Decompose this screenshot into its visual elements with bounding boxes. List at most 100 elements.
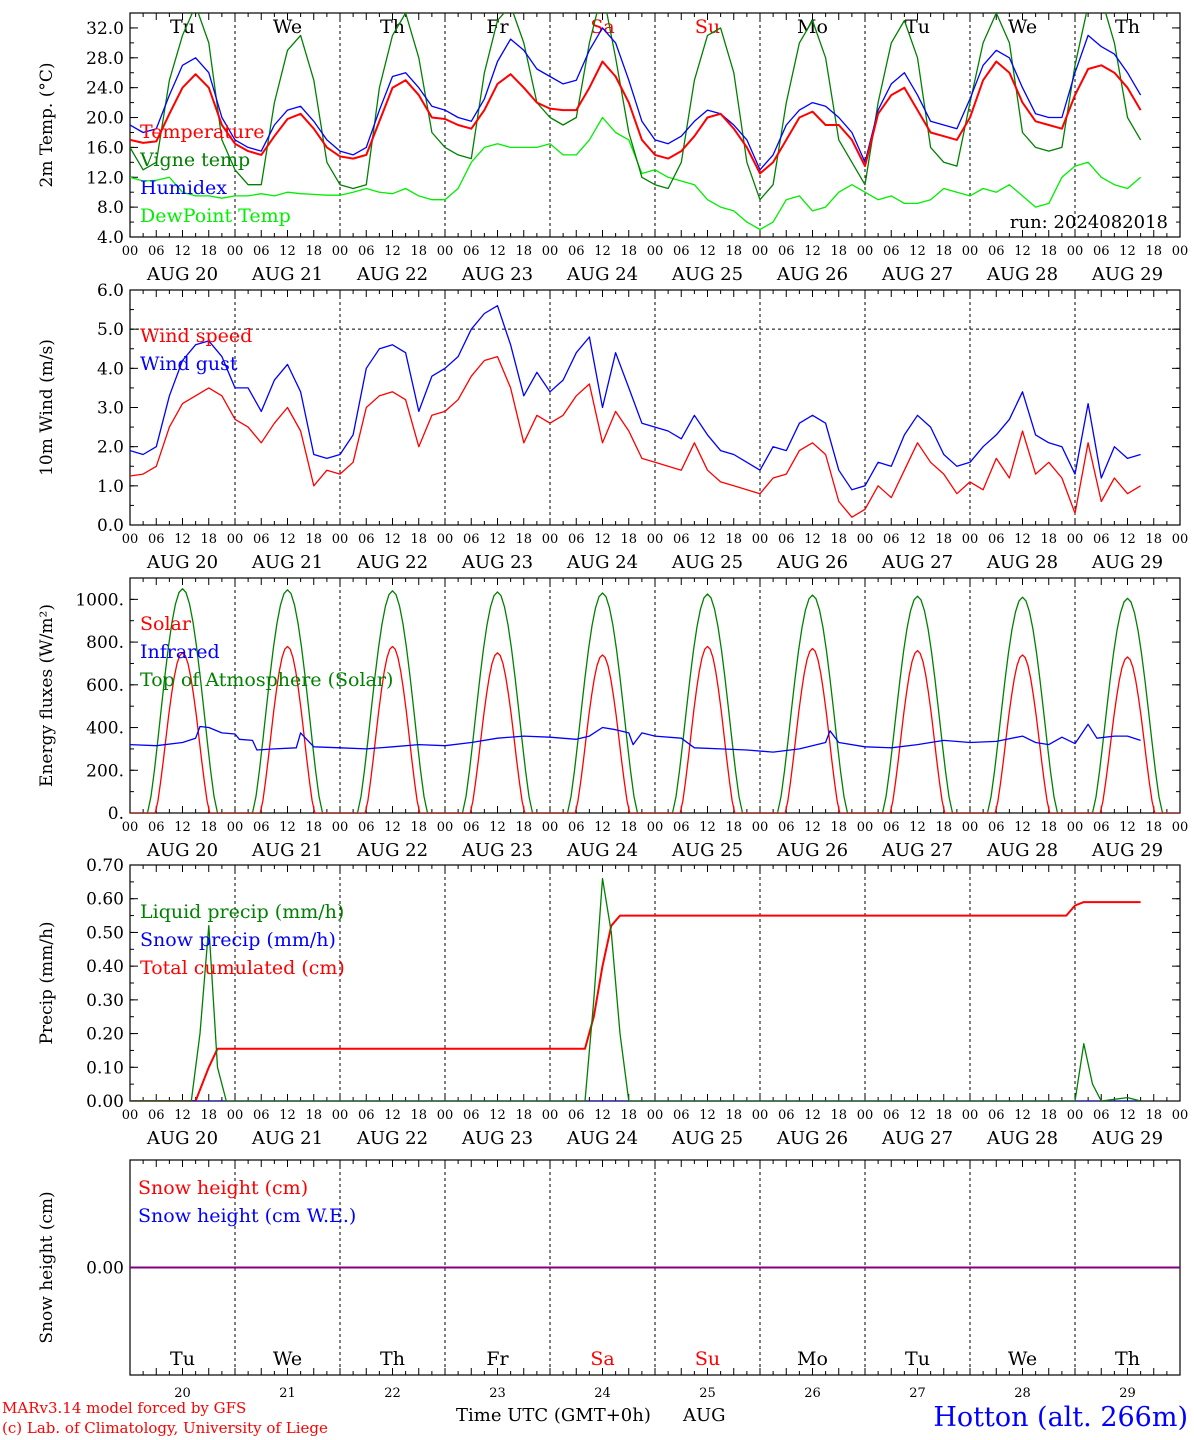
hour-tick-label: 12 bbox=[699, 532, 716, 547]
hour-tick-label: 12 bbox=[489, 1108, 506, 1123]
hour-tick-label: 12 bbox=[804, 820, 821, 835]
date-label: AUG 21 bbox=[251, 552, 323, 573]
date-label: AUG 21 bbox=[251, 264, 323, 285]
legend-entry: Solar bbox=[140, 613, 192, 635]
date-label: AUG 22 bbox=[356, 840, 428, 861]
hour-tick-label: 18 bbox=[830, 244, 847, 259]
hour-tick-label: 18 bbox=[725, 1108, 742, 1123]
y-tick-label: 6.0 bbox=[97, 281, 124, 301]
hour-tick-label: 00 bbox=[857, 820, 874, 835]
hour-tick-label: 00 bbox=[1172, 820, 1189, 835]
y-tick-label: 0.00 bbox=[86, 1092, 124, 1112]
hour-tick-label: 12 bbox=[699, 820, 716, 835]
y-tick-label: 16.0 bbox=[86, 138, 124, 158]
hour-tick-label: 18 bbox=[830, 820, 847, 835]
hour-tick-label: 18 bbox=[620, 532, 637, 547]
hour-tick-label: 12 bbox=[384, 820, 401, 835]
series-line-liquid-precip-mm-h- bbox=[130, 877, 1141, 1101]
hour-tick-label: 12 bbox=[1014, 820, 1031, 835]
day-number-label: 25 bbox=[699, 1386, 716, 1401]
hour-tick-label: 06 bbox=[883, 1108, 900, 1123]
hour-tick-label: 00 bbox=[857, 1108, 874, 1123]
hour-tick-label: 12 bbox=[1014, 1108, 1031, 1123]
legend-entry: Snow height (cm) bbox=[138, 1177, 308, 1199]
hour-tick-label: 18 bbox=[410, 820, 427, 835]
hour-tick-label: 06 bbox=[358, 532, 375, 547]
date-label: AUG 20 bbox=[146, 552, 218, 573]
hour-tick-label: 12 bbox=[594, 244, 611, 259]
hour-tick-label: 00 bbox=[647, 1108, 664, 1123]
legend-entry: Temperature bbox=[140, 121, 264, 143]
hour-tick-label: 00 bbox=[857, 532, 874, 547]
hour-tick-label: 18 bbox=[1040, 820, 1057, 835]
hour-tick-label: 18 bbox=[515, 820, 532, 835]
hour-tick-label: 12 bbox=[1119, 1108, 1136, 1123]
hour-tick-label: 12 bbox=[804, 244, 821, 259]
hour-tick-label: 06 bbox=[883, 820, 900, 835]
date-label: AUG 26 bbox=[776, 1128, 848, 1149]
y-tick-label: 2.0 bbox=[97, 438, 124, 458]
hour-tick-label: 18 bbox=[935, 820, 952, 835]
y-axis-label: Energy fluxes (W/m²) bbox=[37, 604, 57, 787]
y-tick-label: 8.0 bbox=[97, 198, 124, 218]
hour-tick-label: 12 bbox=[594, 820, 611, 835]
hour-tick-label: 06 bbox=[778, 1108, 795, 1123]
y-tick-label: 0.40 bbox=[86, 957, 124, 977]
hour-tick-label: 18 bbox=[305, 244, 322, 259]
hour-tick-label: 18 bbox=[1040, 532, 1057, 547]
hour-tick-label: 06 bbox=[883, 244, 900, 259]
date-label: AUG 20 bbox=[146, 840, 218, 861]
y-tick-label: 24.0 bbox=[86, 79, 124, 99]
day-number-label: 23 bbox=[489, 1386, 506, 1401]
date-label: AUG 22 bbox=[356, 1128, 428, 1149]
hour-tick-label: 12 bbox=[384, 244, 401, 259]
legend-entry: Humidex bbox=[140, 177, 227, 199]
date-label: AUG 28 bbox=[986, 840, 1058, 861]
hour-tick-label: 06 bbox=[1093, 244, 1110, 259]
panel-precip: 0.00 0.10 0.20 0.30 0.40 0.50 0.60 0.70 Precip (… bbox=[37, 856, 1188, 1149]
y-tick-label: 5.0 bbox=[97, 320, 124, 340]
hour-tick-label: 00 bbox=[1172, 1108, 1189, 1123]
day-number-label: 28 bbox=[1014, 1386, 1031, 1401]
panel-temperature: 4.0 8.0 12.0 16.0 20.0 24.0 28.0 32.0 2m Temp. (… bbox=[37, 12, 1188, 285]
hour-tick-label: 18 bbox=[620, 1108, 637, 1123]
x-axis-title: Time UTC (GMT+0h) bbox=[456, 1405, 651, 1426]
y-tick-label: 4.0 bbox=[97, 228, 124, 248]
hour-tick-label: 12 bbox=[909, 1108, 926, 1123]
hour-tick-label: 18 bbox=[515, 1108, 532, 1123]
hour-tick-label: 00 bbox=[437, 244, 454, 259]
date-label: AUG 25 bbox=[671, 840, 743, 861]
hour-tick-label: 06 bbox=[1093, 820, 1110, 835]
hour-tick-label: 06 bbox=[463, 532, 480, 547]
y-axis-label: 2m Temp. (°C) bbox=[37, 62, 57, 187]
y-tick-label: 0.70 bbox=[86, 856, 124, 876]
date-label: AUG 28 bbox=[986, 1128, 1058, 1149]
hour-tick-label: 18 bbox=[305, 820, 322, 835]
hour-tick-label: 12 bbox=[909, 532, 926, 547]
y-tick-label: 32.0 bbox=[86, 19, 124, 39]
hour-tick-label: 00 bbox=[227, 820, 244, 835]
day-number-label: 24 bbox=[594, 1386, 611, 1401]
hour-tick-label: 00 bbox=[332, 244, 349, 259]
hour-tick-label: 18 bbox=[725, 244, 742, 259]
date-label: AUG 26 bbox=[776, 264, 848, 285]
hour-tick-label: 00 bbox=[857, 244, 874, 259]
date-label: AUG 28 bbox=[986, 264, 1058, 285]
plot-frame bbox=[129, 12, 1181, 238]
hour-tick-label: 18 bbox=[1145, 820, 1162, 835]
legend-entry: Top of Atmosphere (Solar) bbox=[140, 669, 393, 691]
date-label: AUG 21 bbox=[251, 1128, 323, 1149]
hour-tick-label: 18 bbox=[935, 244, 952, 259]
hour-tick-label: 00 bbox=[437, 820, 454, 835]
hour-tick-label: 00 bbox=[752, 820, 769, 835]
date-label: AUG 23 bbox=[461, 264, 533, 285]
hour-tick-label: 00 bbox=[542, 244, 559, 259]
hour-tick-label: 18 bbox=[200, 244, 217, 259]
hour-tick-label: 00 bbox=[122, 532, 139, 547]
hour-tick-label: 12 bbox=[174, 1108, 191, 1123]
hour-tick-label: 12 bbox=[1014, 244, 1031, 259]
panel-wind: 0.0 1.0 2.0 3.0 4.0 5.0 6.0 10m Wind (m/s) 00 06 1… bbox=[37, 281, 1188, 573]
series-line-infrared bbox=[130, 723, 1141, 753]
hour-tick-label: 18 bbox=[935, 532, 952, 547]
